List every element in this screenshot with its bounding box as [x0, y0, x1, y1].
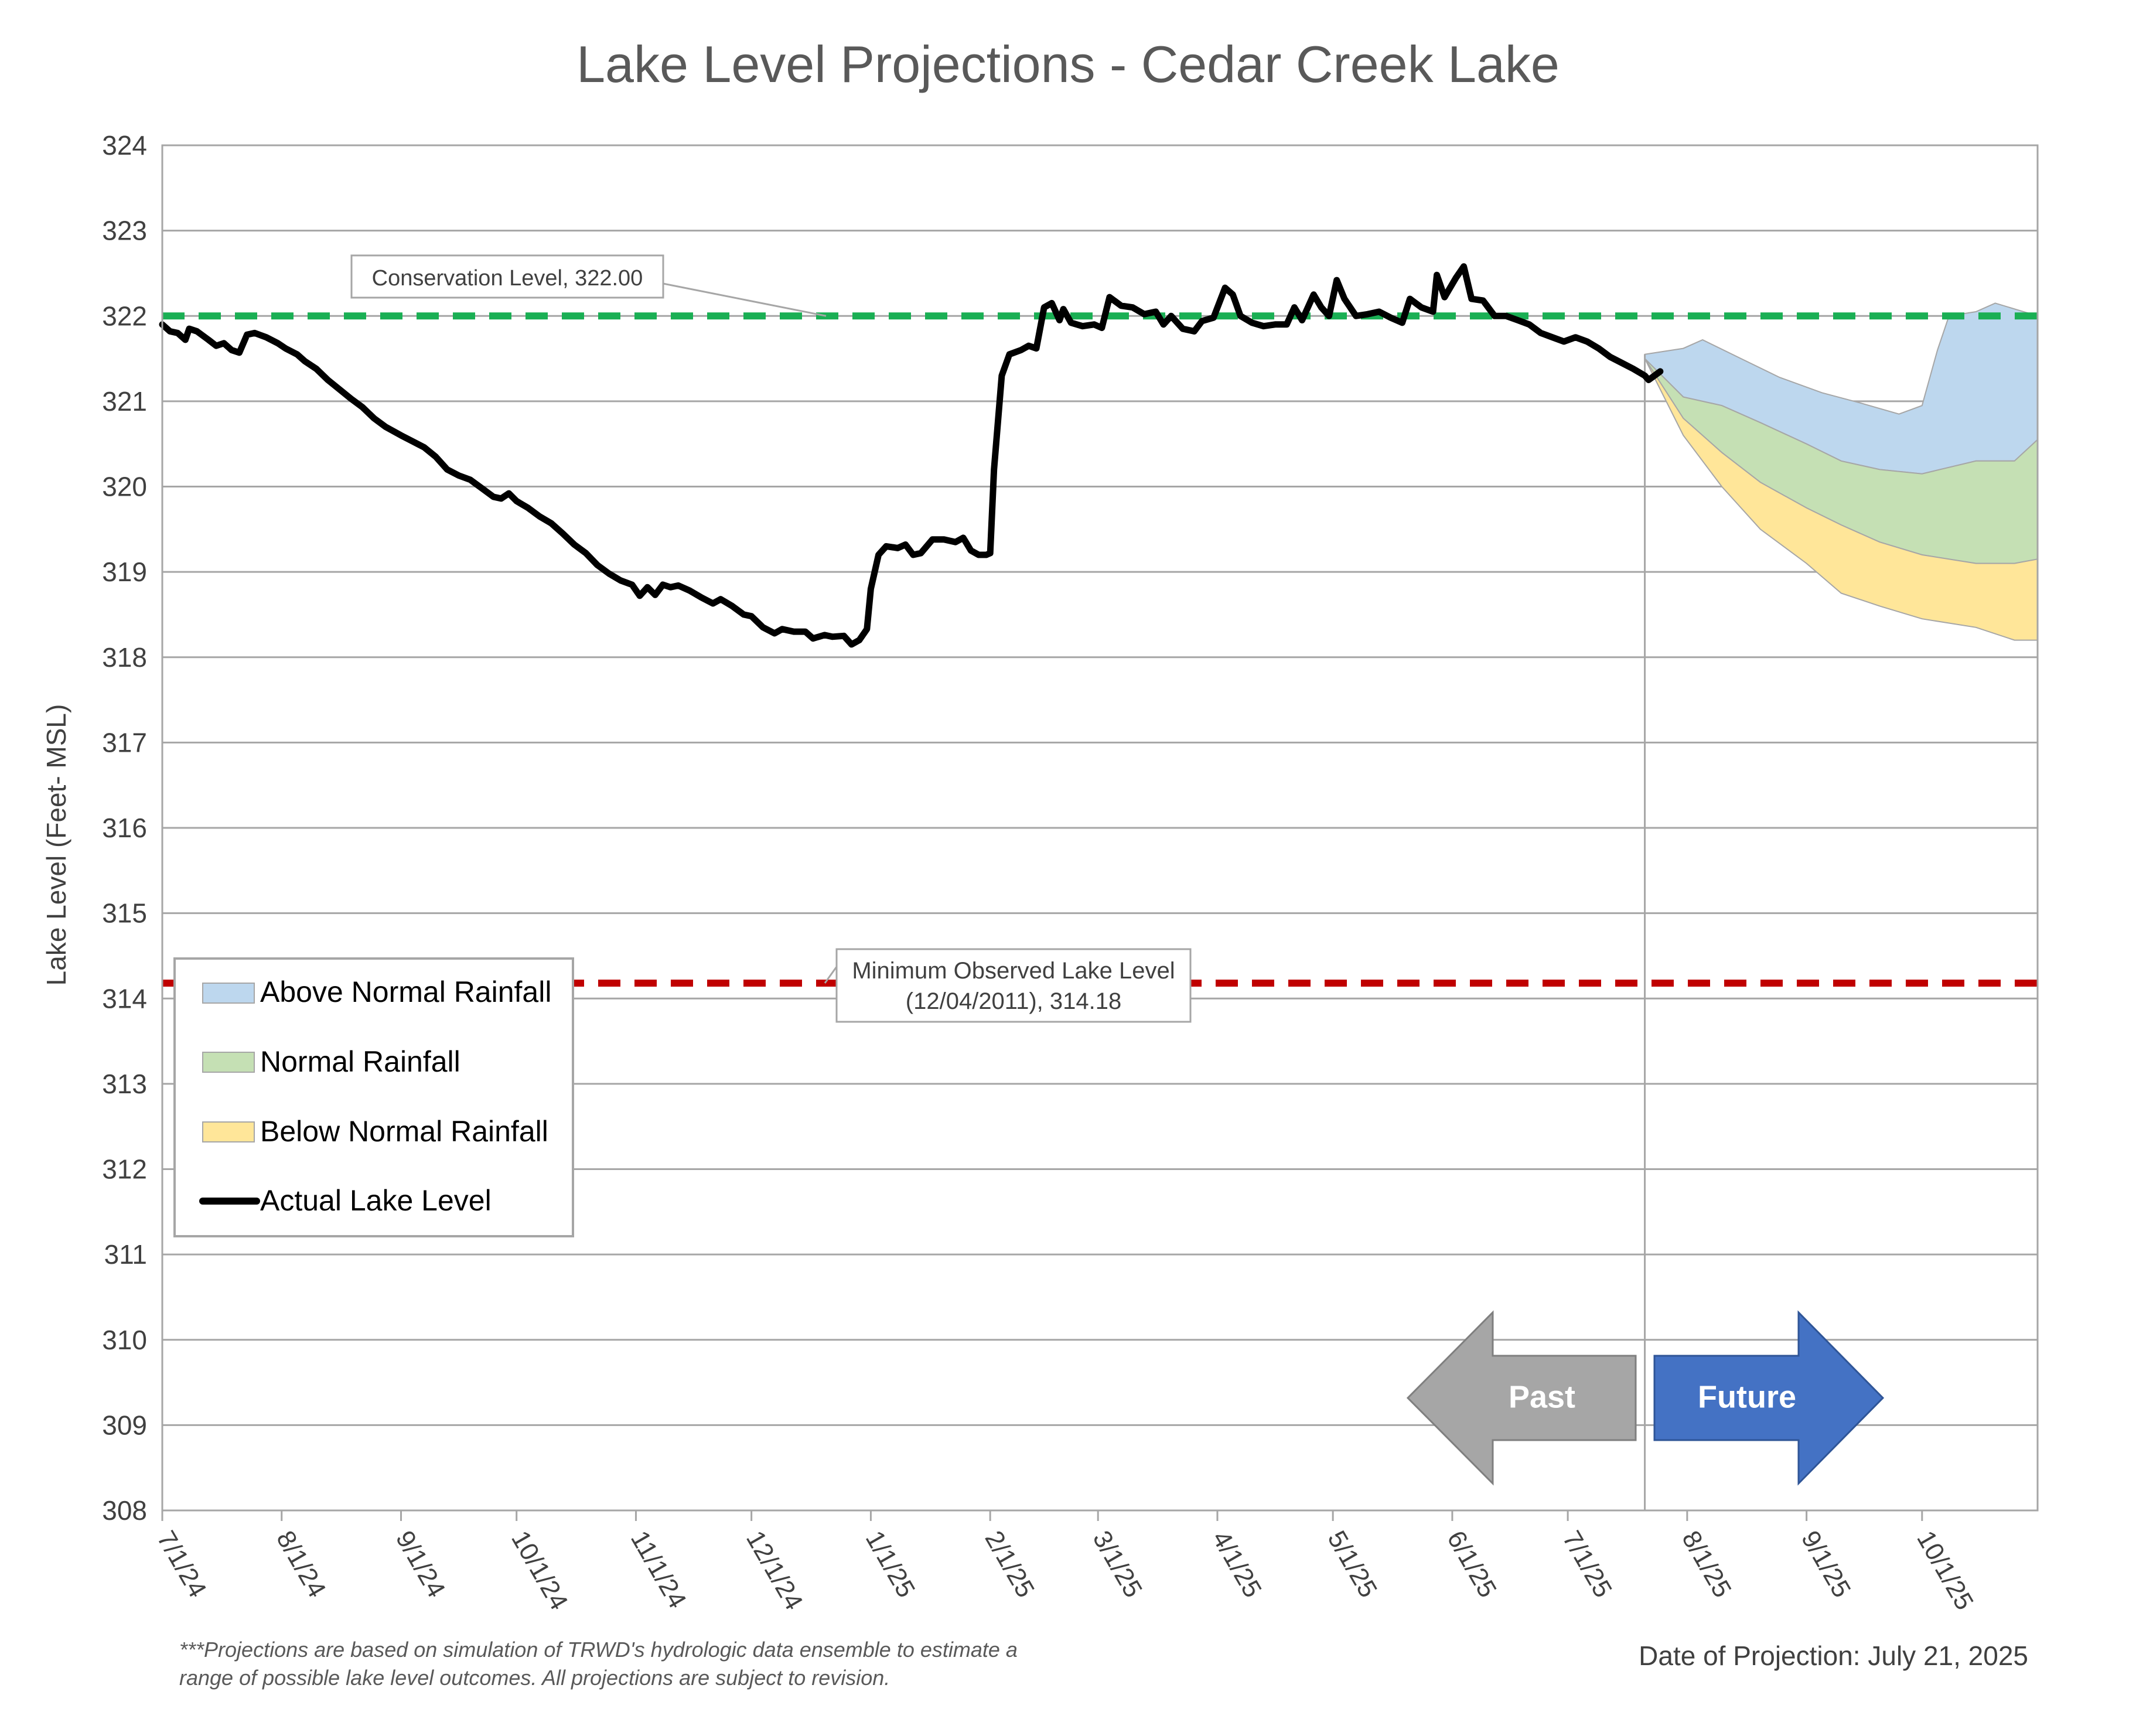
- chart-title: Lake Level Projections - Cedar Creek Lak…: [576, 35, 1560, 93]
- y-tick-label-317: 317: [102, 727, 147, 758]
- past-arrow: Past: [1406, 1310, 1637, 1486]
- y-tick-label-315: 315: [102, 898, 147, 929]
- legend-label-above-normal: Above Normal Rainfall: [260, 976, 551, 1008]
- legend-item-above-normal: Above Normal Rainfall: [202, 976, 551, 1008]
- projection-date-label: Date of Projection: July 21, 2025: [1639, 1640, 2028, 1671]
- legend-swatch-below-normal: [202, 1121, 255, 1142]
- y-tick-label-324: 324: [102, 130, 147, 161]
- y-tick-label-311: 311: [104, 1239, 147, 1270]
- plot-area-border: [161, 144, 2039, 1512]
- legend-swatch-normal: [202, 1052, 255, 1073]
- legend-label-normal: Normal Rainfall: [260, 1045, 460, 1078]
- minimum-annotation-line1: Minimum Observed Lake Level: [852, 958, 1175, 984]
- y-axis-label: Lake Level (Feet- MSL): [41, 704, 71, 986]
- y-tick-label-308: 308: [102, 1495, 147, 1526]
- legend-item-below-normal: Below Normal Rainfall: [202, 1115, 548, 1148]
- legend-label-actual: Actual Lake Level: [260, 1184, 492, 1217]
- y-tick-label-310: 310: [102, 1325, 147, 1355]
- past-arrow-shape: [1406, 1310, 1637, 1486]
- legend-item-actual: Actual Lake Level: [199, 1184, 492, 1217]
- legend-item-normal: Normal Rainfall: [202, 1045, 460, 1078]
- y-tick-label-313: 313: [102, 1069, 147, 1099]
- y-tick-label-323: 323: [102, 216, 147, 246]
- minimum-callout-box: [835, 948, 1192, 1023]
- y-tick-label-312: 312: [102, 1154, 147, 1185]
- y-tick-label-319: 319: [102, 557, 147, 587]
- conservation-annotation-text: Conservation Level, 322.00: [372, 266, 643, 291]
- footnote-line-1: ***Projections are based on simulation o…: [179, 1638, 1018, 1662]
- y-tick-label-318: 318: [102, 642, 147, 673]
- y-tick-label-320: 320: [102, 472, 147, 502]
- y-tick-label-316: 316: [102, 813, 147, 843]
- y-tick-label-309: 309: [102, 1410, 147, 1440]
- minimum-annotation-line2: (12/04/2011), 314.18: [906, 988, 1121, 1014]
- conservation-annotation: Conservation Level, 322.00: [350, 254, 827, 317]
- legend-box: [173, 957, 574, 1237]
- conservation-callout-box: [350, 254, 664, 299]
- conservation-leader-line: [663, 282, 827, 317]
- past-arrow-label: Past: [1509, 1379, 1575, 1414]
- footnote-line-2: range of possible lake level outcomes. A…: [179, 1666, 890, 1690]
- y-axis-ticks: 308 309 310 311 312 313 314 315 316 317 318 319 320 3…: [102, 130, 147, 1526]
- y-tick-label-314: 314: [102, 983, 147, 1014]
- minimum-annotation: Minimum Observed Lake Level (12/04/2011)…: [824, 948, 1192, 1023]
- actual-lake-level-line: [159, 263, 1664, 648]
- future-arrow: Future: [1653, 1310, 1885, 1486]
- minimum-leader-line: [824, 966, 838, 984]
- future-arrow-shape: [1653, 1310, 1885, 1486]
- future-arrow-label: Future: [1698, 1379, 1796, 1414]
- legend-label-below-normal: Below Normal Rainfall: [260, 1115, 548, 1148]
- legend: Above Normal Rainfall Normal Rainfall Be…: [173, 957, 574, 1237]
- actual-lake-level-layer: [159, 263, 1664, 648]
- legend-swatch-above-normal: [202, 983, 255, 1004]
- y-tick-label-321: 321: [102, 386, 147, 417]
- y-tick-label-322: 322: [102, 301, 147, 331]
